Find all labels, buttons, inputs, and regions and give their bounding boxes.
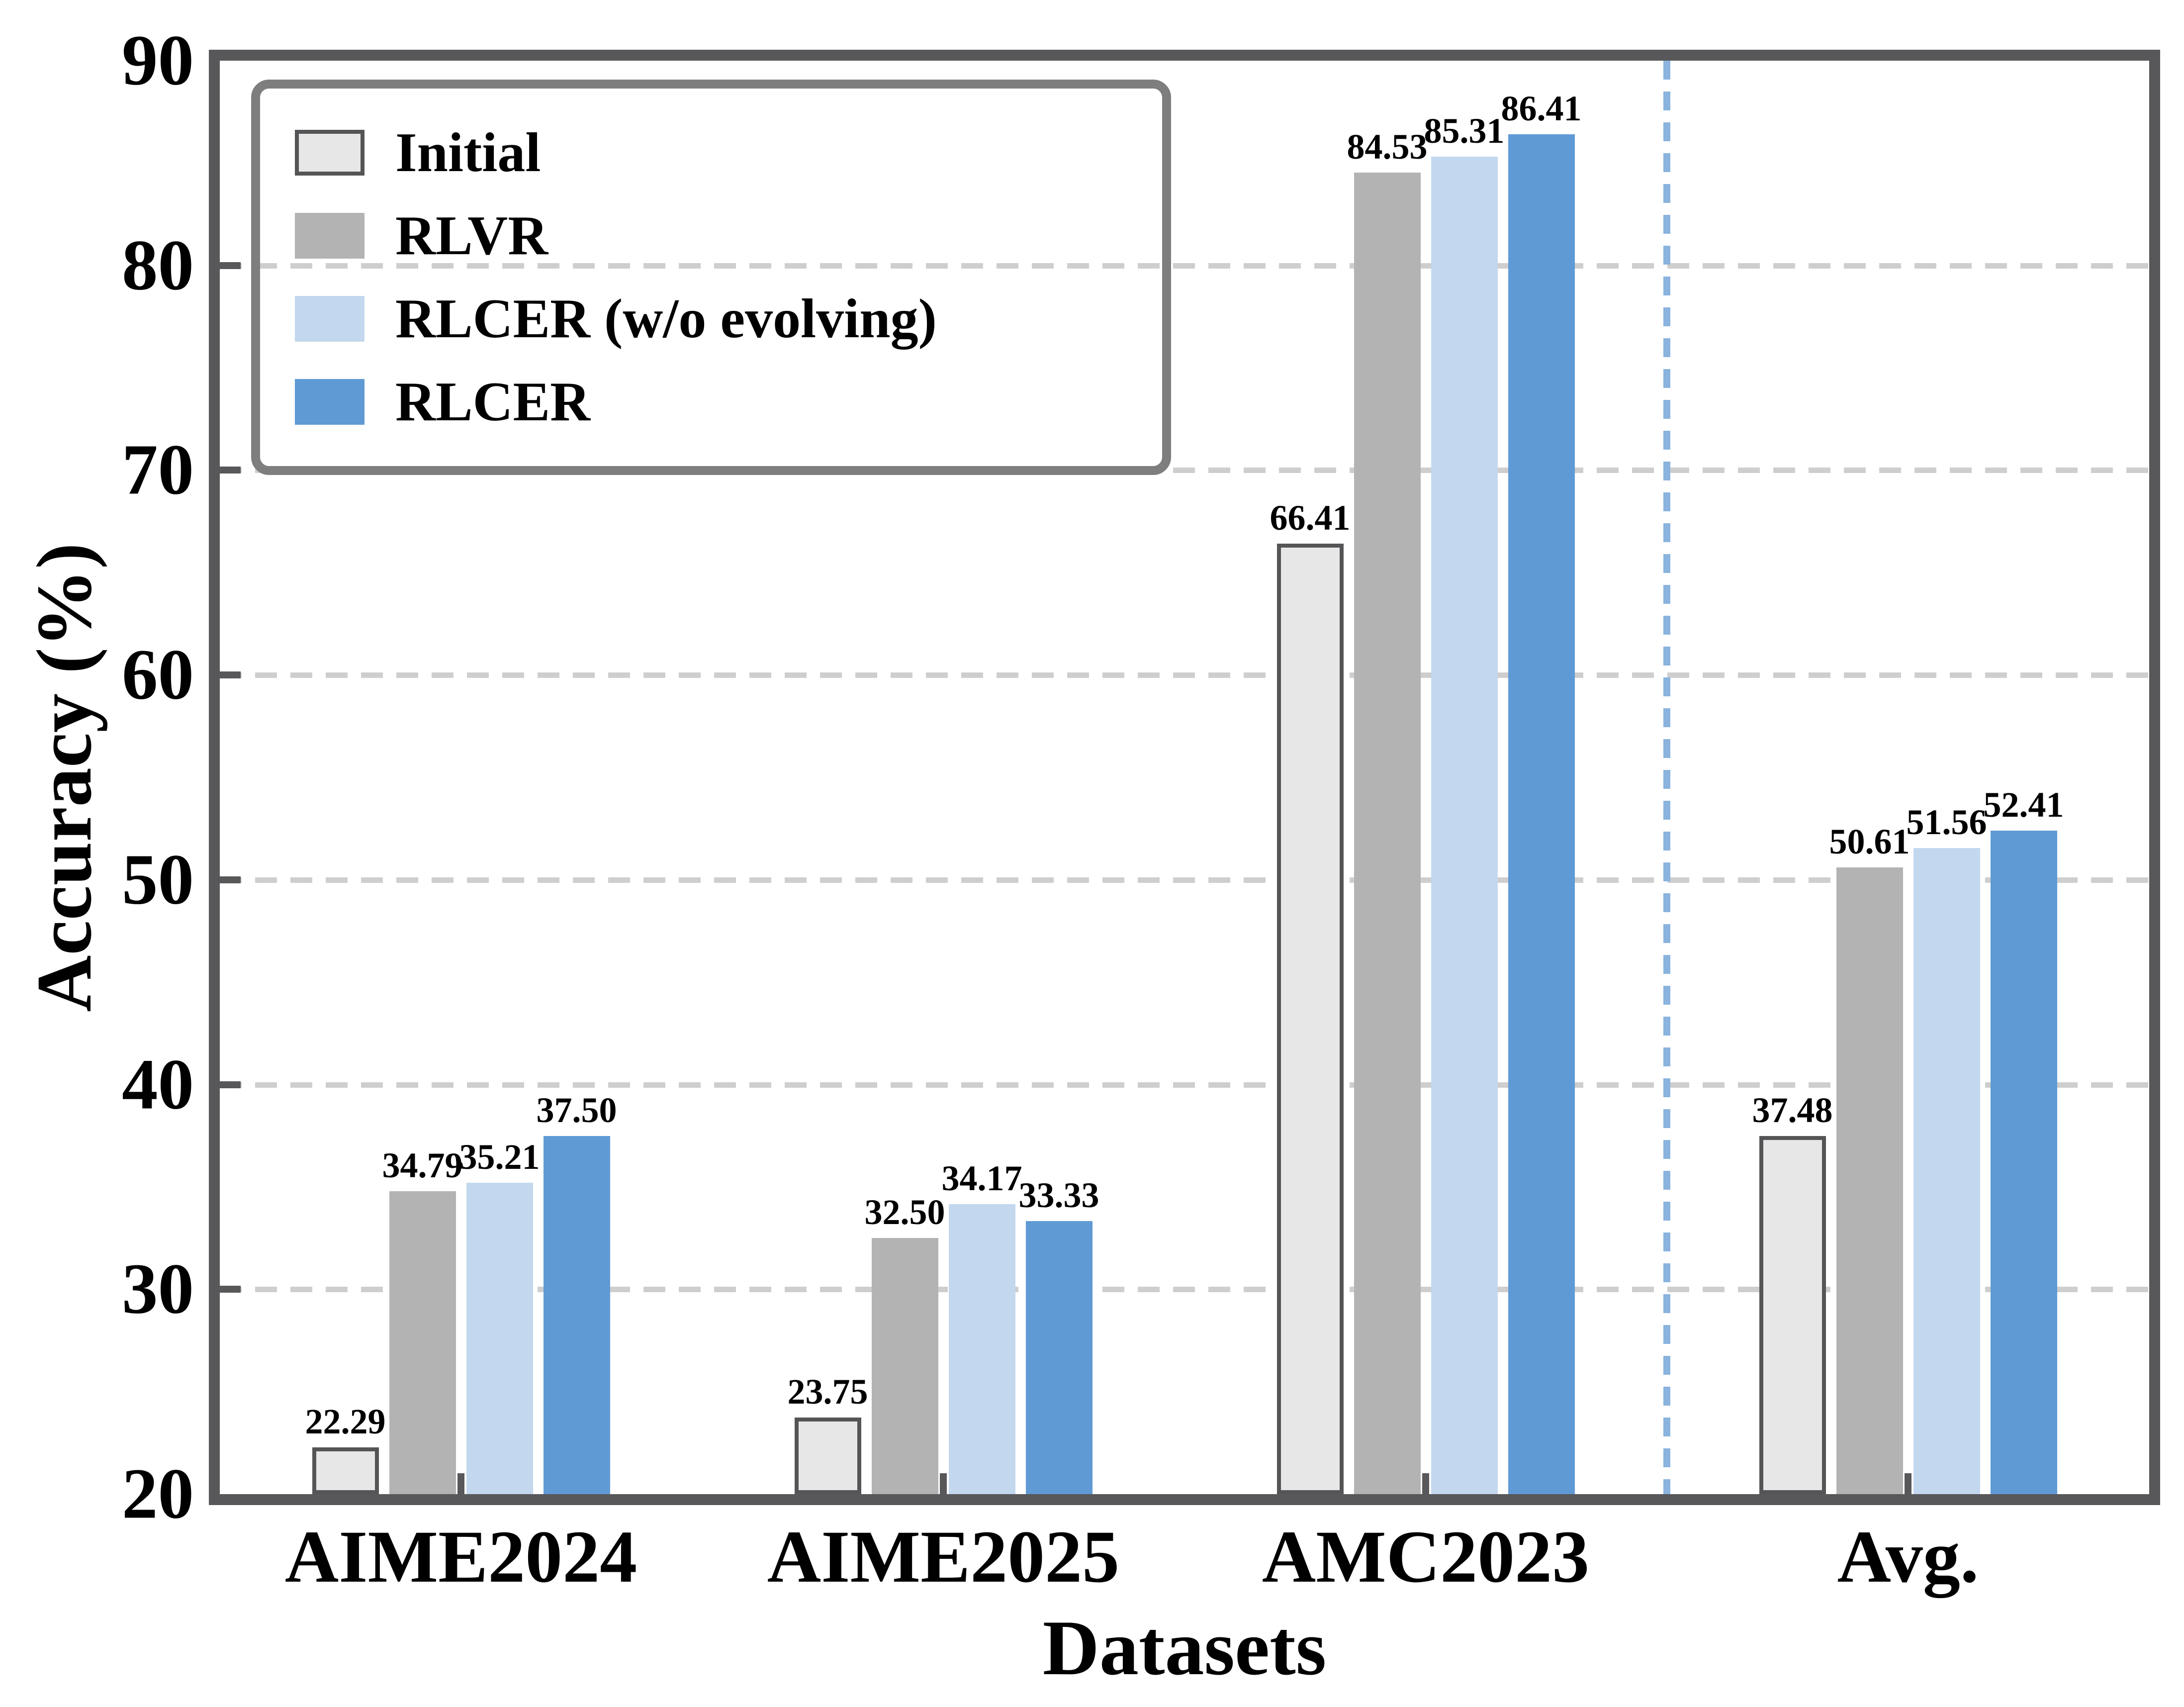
bar-rlcer-w-o-evolving--AIME2024 — [466, 1182, 533, 1494]
gridline-30 — [220, 1287, 2149, 1293]
bar-value-label: 23.75 — [787, 1371, 868, 1412]
x-tick-mark-Avg. — [1905, 1473, 1911, 1494]
y-axis-title: Accuracy (%) — [21, 543, 108, 1012]
plot-area-frame — [209, 50, 2160, 1505]
y-tick-label-90: 90 — [122, 20, 194, 100]
bar-value-label: 86.41 — [1501, 88, 1582, 128]
legend-swatch-icon — [295, 129, 364, 176]
y-tick-mark-50 — [220, 876, 241, 883]
bar-value-label: 33.33 — [1018, 1175, 1099, 1216]
y-tick-label-40: 40 — [122, 1044, 194, 1125]
x-tick-mark-AMC2023 — [1422, 1473, 1429, 1494]
legend-swatch-icon — [295, 212, 364, 259]
x-tick-label-Avg.: Avg. — [1837, 1516, 1979, 1598]
group-separator-line — [1663, 61, 1670, 1494]
legend-entry-rlvr: RLVR — [295, 208, 1127, 264]
y-tick-label-70: 70 — [122, 430, 194, 510]
y-tick-mark-60 — [220, 671, 241, 679]
bar-value-label: 37.50 — [536, 1090, 617, 1130]
y-tick-mark-80 — [220, 262, 241, 269]
legend: Initial RLVR RLCER (w/o evolving) RLCER — [251, 80, 1171, 475]
bar-value-label: 34.17 — [941, 1158, 1022, 1198]
legend-entry-initial: Initial — [295, 125, 1127, 181]
x-axis-title: Datasets — [1042, 1605, 1327, 1692]
bar-value-label: 52.41 — [1983, 784, 2064, 825]
x-tick-label-AIME2024: AIME2024 — [284, 1516, 637, 1598]
x-tick-label-AIME2025: AIME2025 — [767, 1516, 1120, 1598]
bar-value-label: 50.61 — [1829, 821, 1910, 861]
bar-initial-AMC2023 — [1276, 544, 1344, 1494]
y-tick-label-20: 20 — [122, 1454, 194, 1534]
legend-entry-rlcer: RLCER — [295, 374, 1127, 430]
legend-label: RLCER — [395, 371, 591, 433]
y-tick-label-80: 80 — [122, 225, 194, 305]
bar-rlcer-w-o-evolving--Avg. — [1913, 848, 1980, 1494]
bar-rlcer-Avg. — [1990, 830, 2057, 1494]
gridline-50 — [220, 877, 2149, 883]
y-tick-label-30: 30 — [122, 1249, 194, 1329]
bar-value-label: 35.21 — [459, 1137, 540, 1177]
bar-rlvr-Avg. — [1836, 867, 1903, 1494]
legend-label: RLCER (w/o evolving) — [395, 288, 937, 350]
legend-label: RLVR — [395, 204, 548, 267]
bar-initial-AIME2024 — [312, 1447, 379, 1494]
bar-rlcer-AMC2023 — [1508, 134, 1575, 1494]
y-tick-label-50: 50 — [122, 840, 194, 920]
legend-entry-rlcer-w-o-evolving-: RLCER (w/o evolving) — [295, 291, 1127, 347]
bar-value-label: 51.56 — [1906, 802, 1987, 842]
bar-rlcer-AIME2024 — [543, 1136, 610, 1494]
gridline-40 — [220, 1082, 2149, 1088]
bar-value-label: 22.29 — [305, 1401, 386, 1441]
bar-rlcer-AIME2025 — [1025, 1221, 1092, 1494]
bar-rlvr-AIME2024 — [389, 1191, 456, 1494]
y-tick-mark-40 — [220, 1081, 241, 1088]
gridline-60 — [220, 672, 2149, 678]
bar-value-label: 84.53 — [1347, 127, 1428, 167]
bar-rlcer-w-o-evolving--AMC2023 — [1431, 157, 1498, 1494]
y-tick-mark-70 — [220, 467, 241, 474]
bar-value-label: 32.50 — [864, 1192, 945, 1233]
y-tick-mark-30 — [220, 1286, 241, 1293]
x-tick-mark-AIME2024 — [457, 1473, 464, 1494]
bar-value-label: 34.79 — [382, 1145, 463, 1186]
bar-initial-AIME2025 — [794, 1417, 861, 1494]
bar-rlvr-AIME2025 — [871, 1238, 938, 1494]
x-tick-label-AMC2023: AMC2023 — [1262, 1516, 1590, 1598]
legend-swatch-icon — [295, 379, 364, 425]
legend-label: Initial — [395, 121, 541, 184]
bar-value-label: 85.31 — [1424, 111, 1505, 151]
x-tick-mark-AIME2025 — [940, 1473, 947, 1494]
bar-initial-Avg. — [1759, 1136, 1826, 1494]
gridline-70 — [220, 468, 2149, 474]
bar-rlvr-AMC2023 — [1354, 173, 1421, 1494]
bar-value-label: 37.48 — [1752, 1090, 1833, 1131]
bar-rlcer-w-o-evolving--AIME2025 — [948, 1204, 1015, 1494]
legend-swatch-icon — [295, 296, 364, 342]
bar-value-label: 66.41 — [1270, 498, 1351, 538]
gridline-80 — [220, 263, 2149, 269]
y-tick-label-60: 60 — [122, 635, 194, 715]
